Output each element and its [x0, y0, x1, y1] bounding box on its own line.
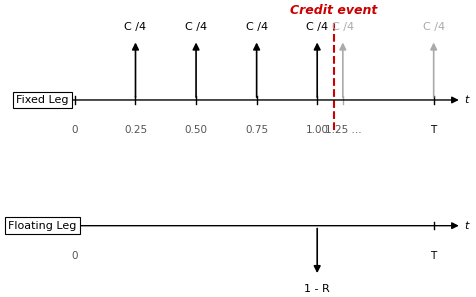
Text: 0.25: 0.25 [124, 125, 147, 135]
Text: 1.25 ...: 1.25 ... [324, 125, 360, 135]
Text: 0.50: 0.50 [184, 125, 207, 135]
Text: Floating Leg: Floating Leg [8, 221, 76, 231]
Text: Fixed Leg: Fixed Leg [16, 95, 69, 105]
Text: C /4: C /4 [306, 22, 327, 32]
Text: T: T [430, 125, 436, 135]
Text: Credit event: Credit event [289, 4, 377, 17]
Text: 1.00: 1.00 [305, 125, 328, 135]
Text: t: t [463, 95, 467, 105]
Text: 0: 0 [71, 125, 78, 135]
Text: t: t [463, 221, 467, 231]
Text: C /4: C /4 [422, 22, 444, 32]
Text: T: T [430, 251, 436, 261]
Text: 0: 0 [71, 251, 78, 261]
Text: 0.75: 0.75 [245, 125, 268, 135]
Text: C /4: C /4 [124, 22, 146, 32]
Text: C /4: C /4 [245, 22, 267, 32]
Text: C /4: C /4 [331, 22, 353, 32]
Text: C /4: C /4 [185, 22, 207, 32]
Text: 1 - R: 1 - R [304, 284, 329, 293]
